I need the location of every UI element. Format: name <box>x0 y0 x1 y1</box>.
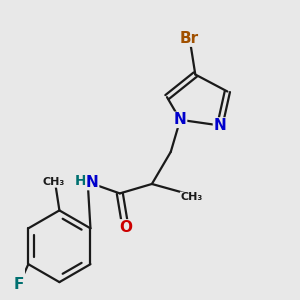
Text: CH₃: CH₃ <box>180 192 202 202</box>
Text: N: N <box>214 118 226 133</box>
Text: Br: Br <box>180 31 199 46</box>
Text: N: N <box>174 112 187 127</box>
Text: N: N <box>86 175 99 190</box>
Text: CH₃: CH₃ <box>43 177 65 187</box>
Text: O: O <box>119 220 132 235</box>
Text: F: F <box>14 278 24 292</box>
Text: H: H <box>75 174 87 188</box>
